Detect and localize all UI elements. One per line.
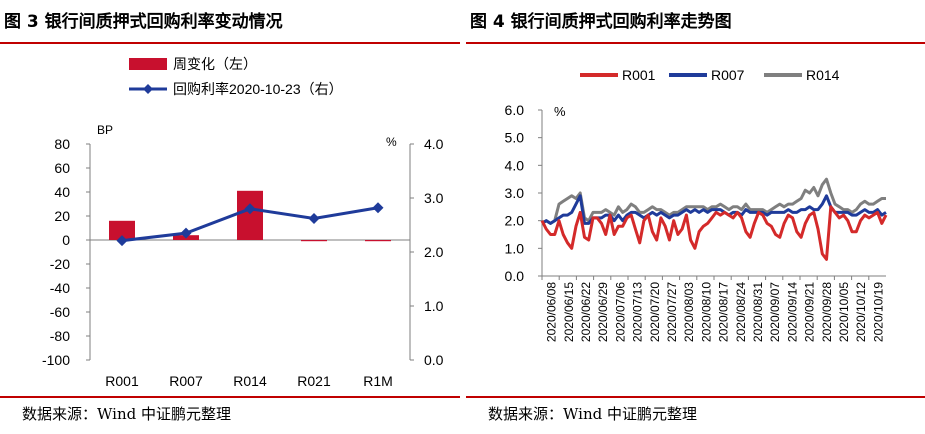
y-axis-unit: % [554, 104, 566, 119]
right-tick-label: 2.0 [424, 244, 444, 260]
x-tick-label: 2020/07/13 [631, 282, 645, 342]
right-tick-label: 1.0 [424, 298, 444, 314]
left-tick-label: 20 [54, 208, 70, 224]
y-tick-label: 5.0 [505, 130, 525, 146]
x-tick-label: 2020/10/12 [854, 282, 868, 342]
left-tick-label: -40 [50, 280, 70, 296]
figure4-source: 数据来源：Wind 中证鹏元整理 [466, 396, 925, 434]
x-tick-label: 2020/07/06 [613, 282, 627, 342]
x-tick-label: 2020/06/29 [596, 282, 610, 342]
legend-label-R001: R001 [622, 67, 656, 83]
right-tick-label: 0.0 [424, 352, 444, 368]
category-label: R014 [233, 373, 267, 389]
legend-label-R014: R014 [806, 67, 840, 83]
x-tick-label: 2020/09/21 [803, 282, 817, 342]
x-tick-label: 2020/09/14 [785, 282, 799, 342]
right-axis-unit: % [386, 135, 397, 149]
figure4-chart: R001 R007 R014 6.0 5.0 4.0 3.0 2.0 1.0 0.0% 2020/0… [505, 67, 888, 342]
rate-point-R007 [180, 227, 192, 239]
bar-R021 [301, 240, 327, 242]
x-tick-label: 2020/06/15 [562, 282, 576, 342]
left-tick-label: 40 [54, 184, 70, 200]
x-tick-label: 2020/10/05 [837, 282, 851, 342]
figure4-title: 图 4 银行间质押式回购利率走势图 [466, 0, 925, 44]
left-tick-label: -100 [42, 352, 70, 368]
x-tick-label: 2020/06/08 [545, 282, 559, 342]
left-axis-unit: BP [97, 123, 113, 137]
x-tick-label: 2020/08/17 [717, 282, 731, 342]
rate-point-R021 [308, 213, 320, 225]
figure3-source: 数据来源：Wind 中证鹏元整理 [0, 396, 460, 434]
category-label: R007 [169, 373, 203, 389]
y-tick-label: 3.0 [505, 185, 525, 201]
x-tick-label: 2020/09/28 [820, 282, 834, 342]
bar-R001 [109, 220, 135, 240]
figure3-panel: 图 3 银行间质押式回购利率变动情况 周变化（左） 回购利率2020-10-23（… [0, 0, 460, 434]
x-tick-label: 2020/07/20 [648, 282, 662, 342]
left-tick-label: 60 [54, 160, 70, 176]
legend-swatch-bars [129, 58, 167, 70]
left-tick-label: -80 [50, 328, 70, 344]
bar-R1M [365, 240, 391, 242]
right-tick-label: 3.0 [424, 190, 444, 206]
rate-point-R001 [116, 235, 128, 247]
left-tick-label: -60 [50, 304, 70, 320]
x-tick-label: 2020/08/31 [751, 282, 765, 342]
left-tick-label: -20 [50, 256, 70, 272]
left-tick-label: 0 [62, 232, 70, 248]
x-tick-label: 2020/08/03 [682, 282, 696, 342]
category-label: R001 [105, 373, 139, 389]
x-tick-label: 2020/06/22 [579, 282, 593, 342]
series-line-R001 [540, 205, 888, 261]
right-tick-label: 4.0 [424, 136, 444, 152]
legend-label-bars: 周变化（左） [173, 56, 257, 72]
series-line-R007 [541, 194, 887, 225]
left-tick-label: 80 [54, 136, 70, 152]
legend-marker-line [143, 84, 153, 94]
figure3-chart: 周变化（左） 回购利率2020-10-23（右） 80 60 40 20 0 -20 -40 -6… [42, 56, 444, 389]
legend-label-R007: R007 [711, 67, 745, 83]
figure3-title: 图 3 银行间质押式回购利率变动情况 [0, 0, 460, 44]
y-tick-label: 1.0 [505, 240, 525, 256]
x-tick-label: 2020/07/27 [665, 282, 679, 342]
rate-point-R014 [244, 203, 256, 215]
series-line-R014 [541, 177, 886, 225]
y-tick-label: 2.0 [505, 213, 525, 229]
category-label: R021 [297, 373, 331, 389]
y-tick-label: 0.0 [505, 268, 525, 284]
category-label: R1M [363, 373, 393, 389]
x-tick-label: 2020/08/10 [699, 282, 713, 342]
x-tick-label: 2020/09/07 [768, 282, 782, 342]
legend-label-line: 回购利率2020-10-23（右） [173, 81, 343, 97]
bar-R014 [237, 190, 263, 240]
figure4-panel: 图 4 银行间质押式回购利率走势图 R001 R007 R014 6.0 5.0 4.0 3… [466, 0, 925, 434]
x-tick-label: 2020/10/19 [871, 282, 885, 342]
y-tick-label: 4.0 [505, 157, 525, 173]
rate-point-R1M [372, 202, 384, 214]
x-tick-label: 2020/08/24 [734, 282, 748, 342]
y-tick-label: 6.0 [505, 102, 525, 118]
